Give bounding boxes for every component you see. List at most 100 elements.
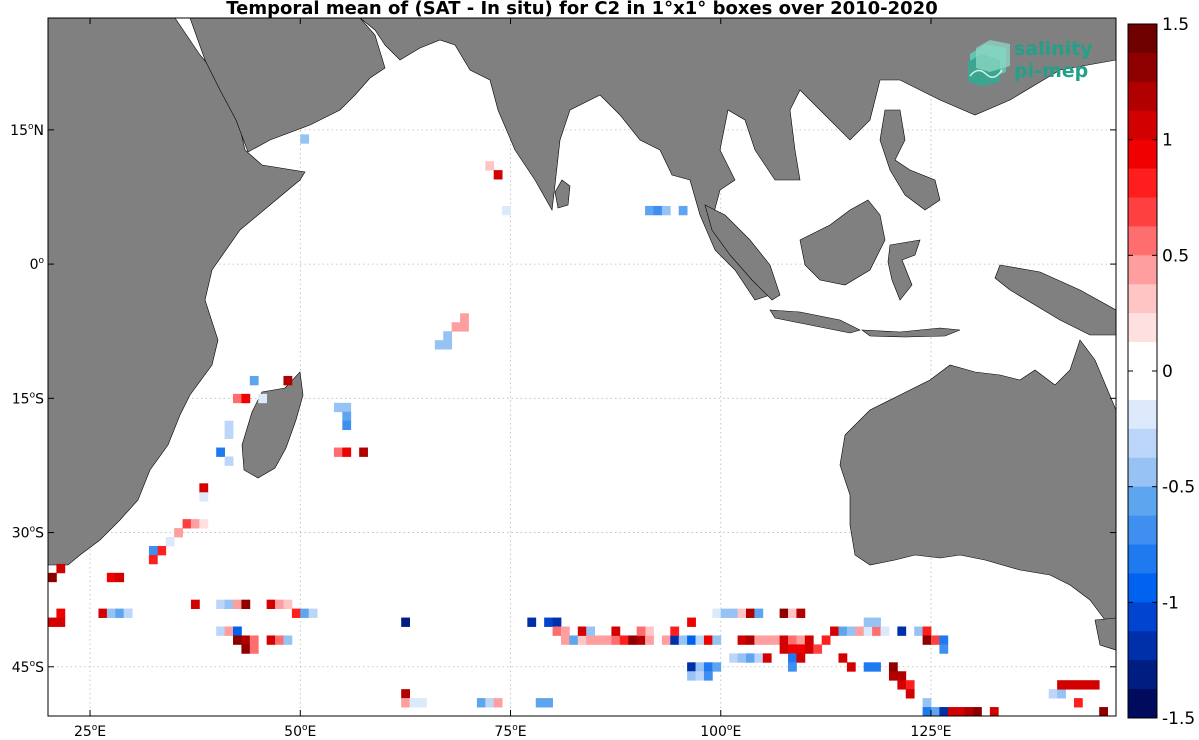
data-cell <box>342 411 352 422</box>
data-cell <box>233 635 242 645</box>
data-cell <box>838 626 848 636</box>
data-cell <box>199 483 209 493</box>
data-cell <box>754 653 764 663</box>
data-cell <box>434 340 444 350</box>
data-cell <box>897 626 907 636</box>
data-cell <box>249 644 259 654</box>
colorbar-segment <box>1128 515 1157 545</box>
data-cell <box>796 653 806 663</box>
colorbar-segment <box>1128 371 1157 401</box>
data-cell <box>241 644 251 654</box>
data-cell <box>779 635 789 645</box>
data-cell <box>476 698 486 708</box>
data-cell <box>249 375 259 386</box>
land-sulawesi <box>887 239 921 301</box>
data-cell <box>241 599 251 610</box>
data-cell <box>409 698 419 708</box>
data-cell <box>687 617 696 627</box>
data-cell <box>846 662 856 672</box>
y-tick-label: 0o <box>30 256 45 273</box>
data-cell <box>249 635 259 645</box>
data-cell <box>123 608 133 618</box>
data-cell <box>653 205 663 216</box>
data-cell <box>275 635 284 645</box>
colorbar-segment <box>1128 631 1157 661</box>
data-cell <box>165 537 175 547</box>
colorbar-segment <box>1128 81 1157 112</box>
data-cell <box>224 429 234 439</box>
data-cell <box>939 635 949 645</box>
data-cell <box>216 447 225 457</box>
data-cell <box>56 563 66 574</box>
data-cell <box>342 447 352 457</box>
data-cell <box>930 707 940 716</box>
x-tick-label: 75oE <box>494 723 526 740</box>
data-cell <box>670 635 680 645</box>
data-cell <box>106 572 116 583</box>
colorbar-tick-label: 0 <box>1162 362 1173 382</box>
data-cell <box>645 626 654 636</box>
data-cell <box>535 698 545 708</box>
colorbar-segment <box>1128 342 1157 372</box>
data-cell <box>300 134 310 144</box>
land-arabia <box>189 18 386 153</box>
land-java <box>769 309 861 334</box>
colorbar-segment <box>1128 602 1157 632</box>
data-cell <box>771 635 781 645</box>
data-cell <box>1073 698 1083 708</box>
data-cell <box>224 420 234 431</box>
data-cell <box>628 635 638 645</box>
land-tasmania <box>1094 617 1116 651</box>
data-cell <box>872 662 881 672</box>
data-cell <box>1065 680 1075 690</box>
data-cell <box>687 662 696 672</box>
land-new-guinea <box>994 264 1116 336</box>
data-cell <box>216 626 225 636</box>
data-cell <box>636 635 646 645</box>
colorbar-segment <box>1128 399 1157 430</box>
data-cell <box>905 680 915 690</box>
data-cell <box>796 644 806 654</box>
data-cell <box>1082 680 1092 690</box>
data-cell <box>174 528 183 538</box>
data-cell <box>703 662 713 672</box>
data-cell <box>48 617 57 627</box>
data-cell <box>333 447 343 457</box>
data-cell <box>190 519 200 529</box>
data-cell <box>888 662 898 672</box>
x-axis: 25oE 50oE 75oE 100oE 125oE <box>74 18 952 740</box>
colorbar-tick-label: -0.5 <box>1162 478 1195 498</box>
data-cell <box>493 698 503 708</box>
data-cell <box>283 635 293 645</box>
data-cell <box>695 635 705 645</box>
land-madagascar <box>241 371 304 479</box>
data-cell <box>224 456 234 466</box>
data-cell <box>1048 689 1058 699</box>
land-sundas <box>861 327 961 338</box>
data-cell <box>401 689 411 699</box>
data-cell <box>115 608 125 618</box>
y-tick-label: 15oN <box>10 122 44 139</box>
x-tick-label: 100oE <box>700 723 741 740</box>
land-masses <box>48 18 1116 651</box>
colorbar-segment <box>1128 428 1157 459</box>
data-cell <box>678 635 688 645</box>
data-cell <box>98 608 108 618</box>
data-cell <box>56 617 66 627</box>
data-cell <box>930 635 940 645</box>
land-sri-lanka <box>554 179 571 209</box>
data-cell <box>897 671 907 681</box>
colorbar-segment <box>1128 110 1157 141</box>
data-cell <box>855 626 865 636</box>
colorbar-segment <box>1128 52 1157 83</box>
data-cell <box>687 671 696 681</box>
data-cell <box>678 205 688 216</box>
data-cell <box>569 635 579 645</box>
land-africa <box>48 18 306 566</box>
data-cell <box>552 617 562 627</box>
gridlines <box>48 18 1116 716</box>
colorbar-segment <box>1128 139 1157 170</box>
data-cell <box>922 635 932 645</box>
data-cell <box>846 626 856 636</box>
data-cell <box>586 626 596 636</box>
